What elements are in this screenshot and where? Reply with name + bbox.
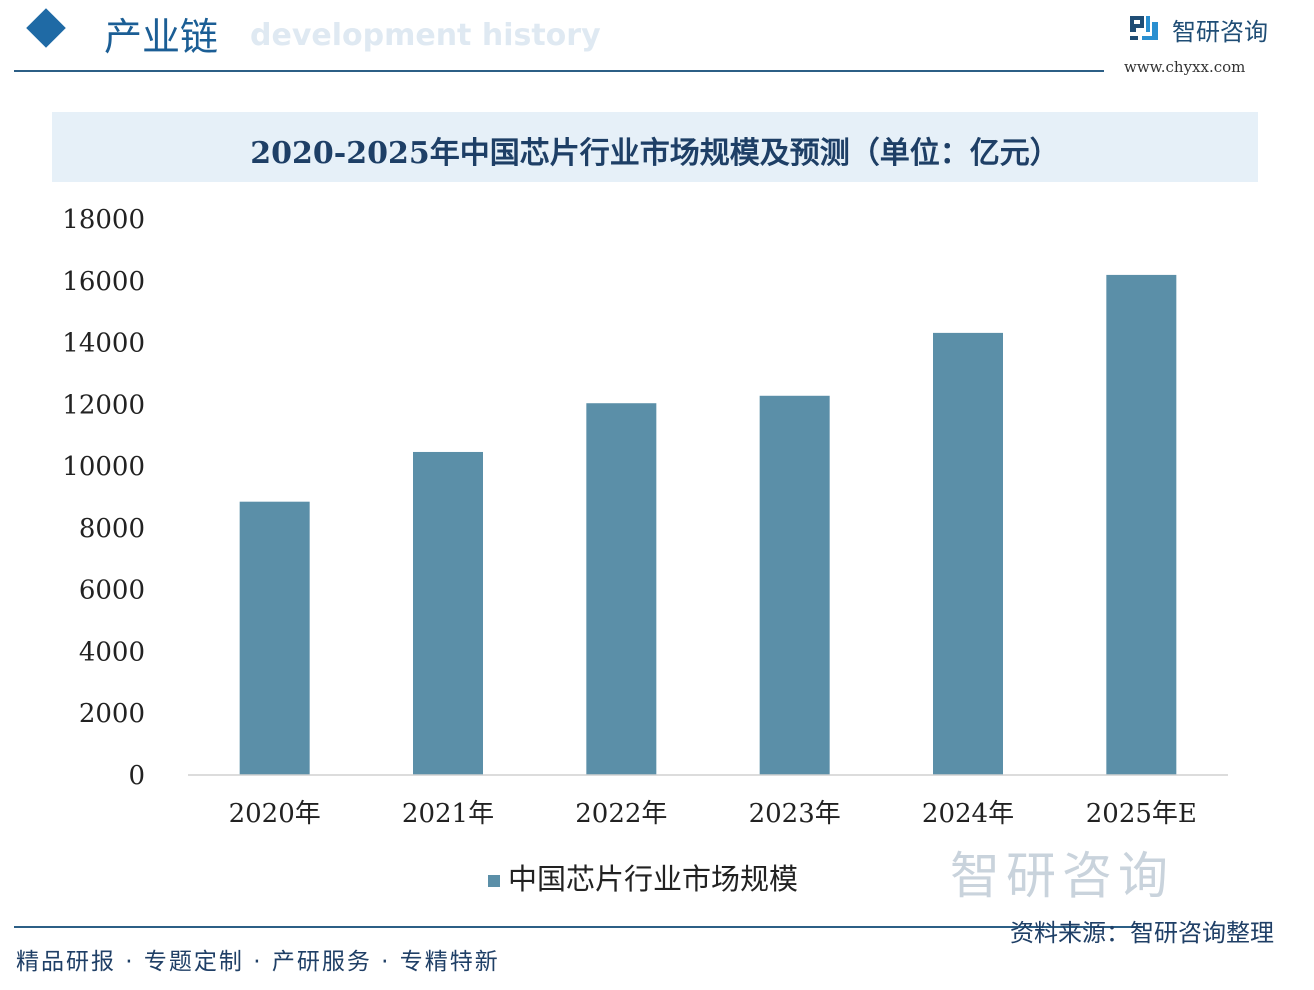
bar [933, 332, 1003, 775]
x-tick-label: 2021年 [402, 799, 494, 829]
y-tick-label: 6000 [79, 576, 145, 606]
y-tick-label: 8000 [79, 514, 145, 544]
bar [413, 451, 483, 775]
brand-name: 智研咨询 [1172, 18, 1268, 46]
y-tick-label: 12000 [62, 390, 145, 420]
chart-title: 2020-2025年中国芯片行业市场规模及预测（单位：亿元） [250, 136, 1060, 171]
bar [1106, 274, 1177, 775]
bar [239, 501, 310, 775]
bar [759, 395, 830, 775]
x-tick-label: 2023年 [749, 799, 841, 829]
legend-swatch [488, 875, 500, 887]
x-tick-label: 2022年 [575, 799, 667, 829]
source-note: 资料来源：智研咨询整理 [1010, 919, 1274, 947]
y-tick-label: 0 [128, 761, 145, 791]
y-tick-label: 10000 [62, 452, 145, 482]
title-band [52, 112, 1258, 182]
y-tick-label: 14000 [62, 329, 145, 359]
brand-url: www.chyxx.com [1124, 58, 1246, 76]
brand-logo-icon [1130, 16, 1158, 40]
legend: 中国芯片行业市场规模 [488, 856, 798, 898]
x-tick-label: 2024年 [922, 799, 1014, 829]
section-title: 产业链 [104, 15, 219, 59]
legend-label: 中国芯片行业市场规模 [508, 862, 799, 896]
y-tick-label: 18000 [62, 205, 145, 235]
x-tick-label: 2025年E [1086, 799, 1197, 829]
y-tick-label: 16000 [62, 267, 145, 297]
top-divider [14, 70, 1104, 72]
section-subtitle: development history [250, 18, 601, 53]
bottom-divider [14, 926, 1144, 928]
y-tick-label: 4000 [79, 637, 145, 667]
watermark-brand: 智研咨询 [950, 847, 1174, 905]
y-tick-label: 2000 [79, 699, 145, 729]
bar [586, 403, 657, 775]
footer-slogan: 精品研报 · 专题定制 · 产研服务 · 专精特新 [16, 949, 500, 975]
x-tick-label: 2020年 [229, 799, 321, 829]
